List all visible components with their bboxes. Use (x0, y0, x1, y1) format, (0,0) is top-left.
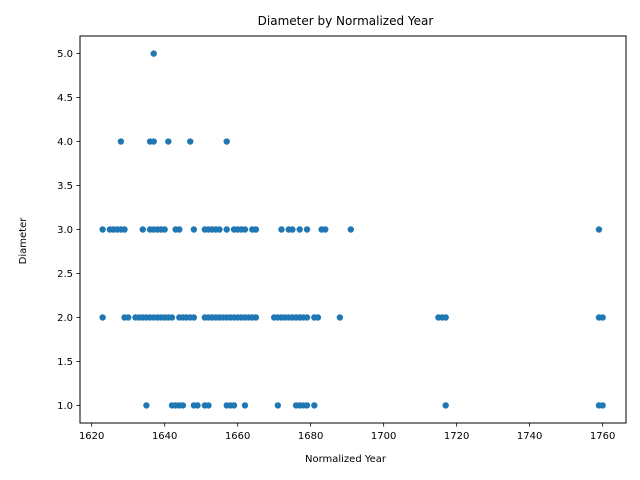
y-tick-label: 3.5 (57, 181, 73, 192)
data-point (190, 314, 198, 321)
y-tick-label: 1.5 (57, 357, 73, 368)
data-point (179, 402, 187, 409)
data-point (311, 402, 318, 409)
data-point (347, 226, 355, 233)
x-axis-title: Normalized Year (305, 454, 387, 465)
data-point (241, 402, 249, 409)
data-point (303, 226, 311, 233)
data-point (599, 314, 606, 321)
data-point (442, 402, 449, 409)
data-point (296, 226, 303, 233)
x-tick-label: 1740 (517, 431, 542, 442)
chart-title: Diameter by Normalized Year (258, 14, 434, 28)
data-point (190, 226, 198, 233)
data-point (230, 402, 238, 409)
data-point (117, 138, 125, 145)
y-axis-title: Diameter (18, 217, 29, 265)
y-tick-label: 4.0 (57, 137, 73, 148)
data-point (336, 314, 344, 321)
data-point (150, 50, 157, 57)
y-axis: 1.0 1.5 2.0 2.5 3.0 3.5 4.0 4.5 5.0 (57, 49, 80, 412)
y-tick-label: 3.0 (57, 225, 73, 236)
x-tick-label: 1620 (79, 431, 104, 442)
data-point (143, 402, 150, 409)
data-point (303, 314, 311, 321)
data-point (442, 314, 449, 321)
data-point (99, 226, 106, 233)
data-point (187, 138, 194, 145)
data-point (150, 138, 157, 145)
data-point (216, 226, 223, 233)
data-point (289, 226, 296, 233)
y-tick-label: 1.0 (57, 401, 73, 412)
data-point (168, 314, 176, 321)
y-tick-label: 2.0 (57, 313, 73, 324)
y-tick-label: 2.5 (57, 269, 73, 280)
data-point (252, 226, 260, 233)
x-tick-label: 1640 (152, 431, 177, 442)
data-point (194, 402, 201, 409)
x-tick-label: 1760 (590, 431, 615, 442)
data-point (314, 314, 322, 321)
data-point (176, 226, 183, 233)
data-point (121, 226, 128, 233)
y-tick-label: 5.0 (57, 49, 73, 60)
data-point (223, 138, 230, 145)
data-point (139, 226, 146, 233)
data-point (303, 402, 311, 409)
data-point (595, 226, 603, 233)
x-tick-label: 1660 (225, 431, 250, 442)
data-point (205, 402, 212, 409)
x-axis: 1620 1640 1660 1680 1700 1720 1740 1760 (79, 423, 615, 442)
data-point (161, 226, 168, 233)
x-tick-label: 1720 (444, 431, 469, 442)
x-tick-label: 1700 (371, 431, 396, 442)
data-point (252, 314, 260, 321)
x-tick-label: 1680 (298, 431, 323, 442)
plot-area (99, 50, 606, 409)
data-point (124, 314, 132, 321)
data-point (165, 138, 172, 145)
data-point (241, 226, 249, 233)
data-point (274, 402, 282, 409)
data-point (599, 402, 606, 409)
data-point (99, 314, 106, 321)
y-tick-label: 4.5 (57, 93, 73, 104)
data-point (223, 226, 230, 233)
data-point (278, 226, 285, 233)
data-point (322, 226, 329, 233)
